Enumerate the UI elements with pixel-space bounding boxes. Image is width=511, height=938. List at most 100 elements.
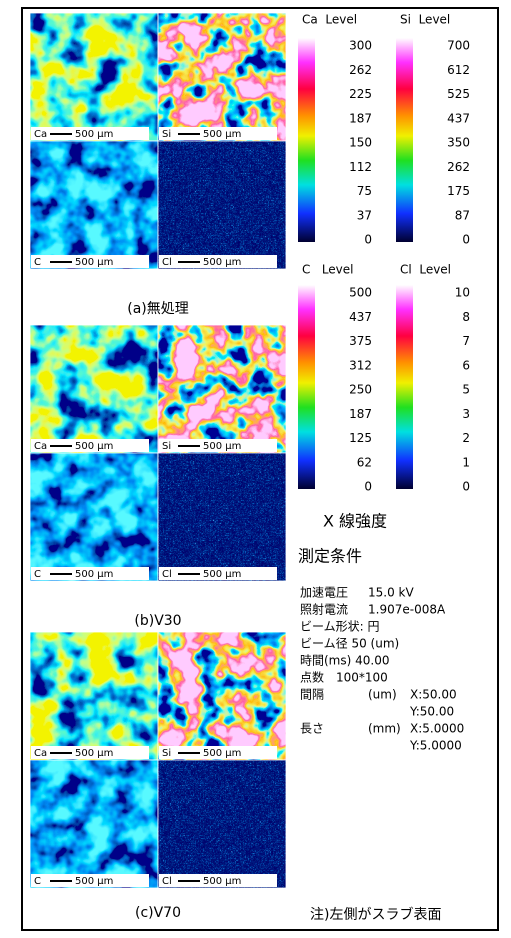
scale-tick-label: 7 <box>462 334 470 348</box>
scale-tick-label: 0 <box>462 233 470 247</box>
map-image <box>158 325 286 453</box>
map-image <box>30 13 158 141</box>
map-image <box>30 141 158 269</box>
scale-tick-label: 300 <box>349 39 372 53</box>
map-element: C <box>34 257 41 268</box>
condition-value: X:5.0000 <box>410 722 464 736</box>
scale-tick-label: 1 <box>462 455 470 469</box>
scale-label: 500 μm <box>203 748 241 759</box>
condition-label: 長さ <box>300 722 324 736</box>
map-element: Cl <box>162 876 172 887</box>
condition-unit: (mm) <box>368 722 401 736</box>
scale-tick-label: 312 <box>349 358 372 372</box>
map-element: Ca <box>34 748 47 759</box>
color-bar <box>396 38 413 242</box>
scale-tick-label: 8 <box>462 310 470 324</box>
scale-tick-label: 3 <box>462 407 470 421</box>
map-image <box>158 141 286 269</box>
scale-tick-label: 37 <box>357 208 372 222</box>
note: 注)左側がスラブ表面 <box>310 906 441 923</box>
scale-label: 500 μm <box>75 876 113 887</box>
map-element: Ca <box>34 441 47 452</box>
scale-title: Si Level <box>400 13 450 27</box>
scale-tick-label: 125 <box>349 431 372 445</box>
map-image <box>158 760 286 888</box>
map-element: Si <box>162 441 171 452</box>
scale-tick-label: 0 <box>364 233 372 247</box>
map-image <box>158 632 286 760</box>
scale-tick-label: 225 <box>349 87 372 101</box>
condition-value: Y:5.0000 <box>409 739 462 753</box>
scale-label: 500 μm <box>75 569 113 580</box>
scale-title: C Level <box>302 263 354 277</box>
scale-tick-label: 500 <box>349 286 372 300</box>
scale-tick-label: 112 <box>349 160 372 174</box>
map-element: Cl <box>162 257 172 268</box>
color-bar <box>298 38 315 242</box>
condition-label: 加速電圧 <box>300 586 348 600</box>
scale-tick-label: 262 <box>447 160 470 174</box>
map-image <box>30 325 158 453</box>
scale-label: 500 μm <box>75 257 113 268</box>
color-bar <box>396 285 413 489</box>
scale-title: Cl Level <box>400 263 451 277</box>
scale-tick-label: 150 <box>349 136 372 150</box>
conditions-title: 測定条件 <box>298 547 362 566</box>
condition-label: ビーム形状: 円 <box>300 620 380 634</box>
condition-value: 15.0 kV <box>368 586 414 600</box>
map-image <box>158 13 286 141</box>
scale-tick-label: 700 <box>447 39 470 53</box>
scale-tick-label: 187 <box>349 407 372 421</box>
figure: X 線強度 測定条件 注)左側がスラブ表面 Ca 500 μm Si 500 μm C 5… <box>0 0 511 938</box>
page: { "panels": [ {"caption": "(a)無処理", "map… <box>0 0 511 938</box>
condition-unit: (um) <box>368 688 397 702</box>
panel-caption: (a)無処理 <box>127 301 189 317</box>
scale-tick-label: 5 <box>462 383 470 397</box>
scale-label: 500 μm <box>75 441 113 452</box>
panel-caption: (c)V70 <box>135 905 181 921</box>
scale-tick-label: 0 <box>364 480 372 494</box>
scale-tick-label: 250 <box>349 383 372 397</box>
scale-tick-label: 437 <box>349 310 372 324</box>
scale-tick-label: 10 <box>455 286 470 300</box>
scale-tick-label: 375 <box>349 334 372 348</box>
scale-tick-label: 525 <box>447 87 470 101</box>
condition-value: Y:50.00 <box>409 705 454 719</box>
scale-label: 500 μm <box>203 257 241 268</box>
condition-value: X:50.00 <box>410 688 457 702</box>
scale-label: 500 μm <box>75 129 113 140</box>
condition-value: 1.907e-008A <box>368 603 446 617</box>
condition-label: 時間(ms) 40.00 <box>300 654 389 668</box>
scale-tick-label: 187 <box>349 111 372 125</box>
scale-label: 500 μm <box>203 569 241 580</box>
condition-label: 点数 100*100 <box>300 670 388 685</box>
map-element: C <box>34 876 41 887</box>
color-bar <box>298 285 315 489</box>
map-image <box>30 453 158 581</box>
map-image <box>30 760 158 888</box>
scale-tick-label: 262 <box>349 63 372 77</box>
condition-label: 照射電流 <box>300 602 348 617</box>
scale-label: 500 μm <box>203 129 241 140</box>
scale-caption: X 線強度 <box>323 512 387 531</box>
scale-label: 500 μm <box>203 876 241 887</box>
scale-tick-label: 2 <box>462 431 470 445</box>
scale-title: Ca Level <box>302 13 357 27</box>
map-element: C <box>34 569 41 580</box>
condition-label: ビーム径 50 (um) <box>300 637 399 651</box>
map-element: Ca <box>34 129 47 140</box>
scale-label: 500 μm <box>75 748 113 759</box>
scale-tick-label: 6 <box>462 358 470 372</box>
scale-tick-label: 0 <box>462 480 470 494</box>
map-element: Si <box>162 129 171 140</box>
map-image <box>30 632 158 760</box>
panel-caption: (b)V30 <box>134 613 181 629</box>
scale-tick-label: 350 <box>447 136 470 150</box>
condition-label: 間隔 <box>300 688 324 702</box>
map-element: Si <box>162 748 171 759</box>
scale-tick-label: 437 <box>447 111 470 125</box>
map-image <box>158 453 286 581</box>
scale-tick-label: 62 <box>357 455 372 469</box>
scale-tick-label: 612 <box>447 63 470 77</box>
scale-tick-label: 87 <box>455 208 470 222</box>
